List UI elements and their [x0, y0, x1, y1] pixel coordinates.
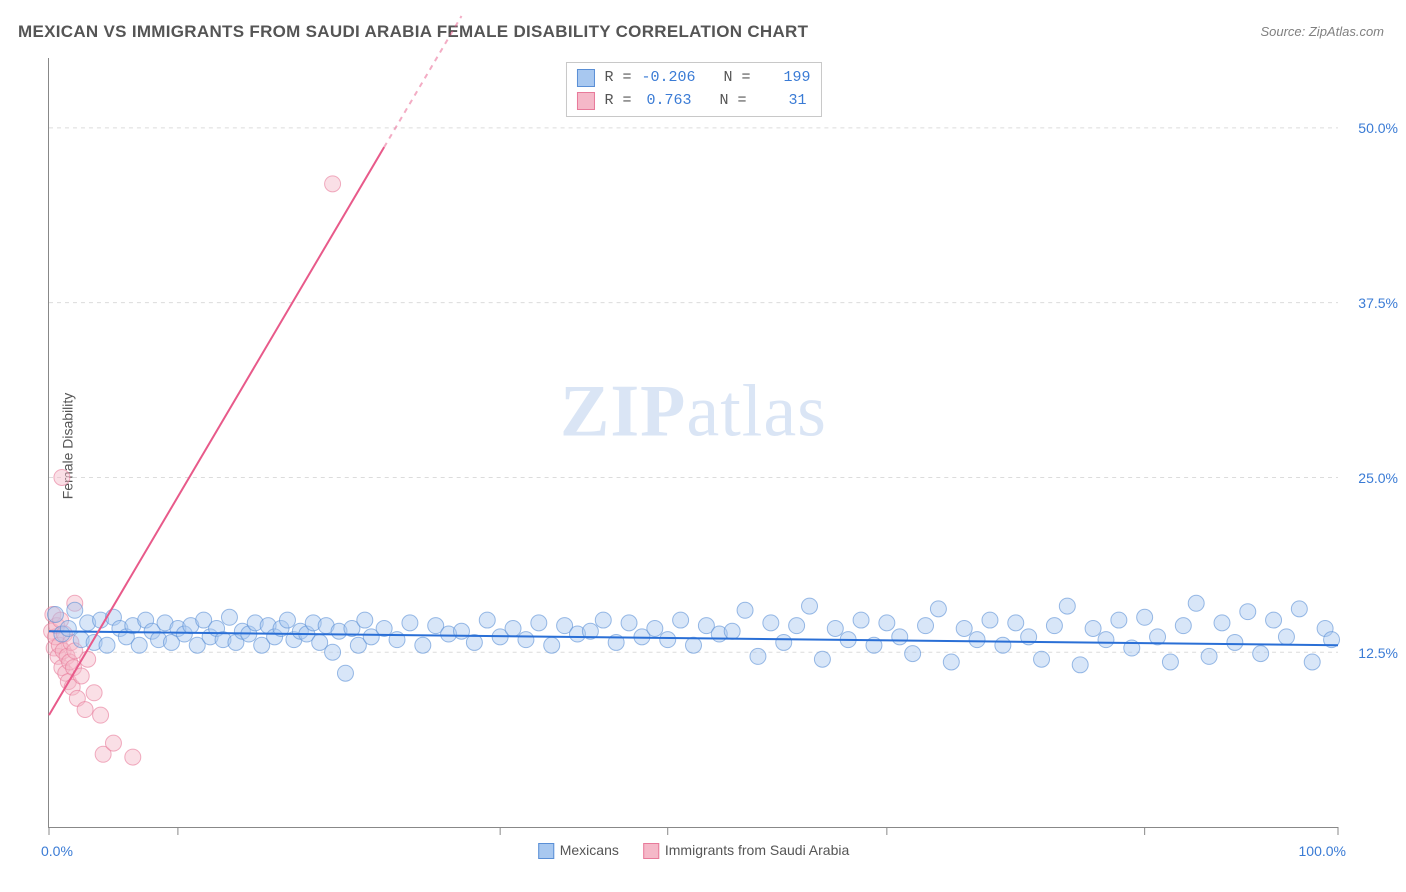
- source-attribution: Source: ZipAtlas.com: [1260, 24, 1384, 39]
- y-tick-label: 25.0%: [1348, 470, 1398, 486]
- stats-row-saudi: R =0.763 N =31: [576, 90, 810, 113]
- swatch-blue: [576, 69, 594, 87]
- y-tick-label: 50.0%: [1348, 120, 1398, 136]
- legend-item-mexicans: Mexicans: [538, 842, 619, 859]
- stats-row-mexicans: R =-0.206 N =199: [576, 67, 810, 90]
- data-layer: [49, 58, 1338, 827]
- x-axis-min-label: 0.0%: [41, 843, 73, 859]
- swatch-pink: [576, 92, 594, 110]
- legend-swatch-blue: [538, 843, 554, 859]
- legend-swatch-pink: [643, 843, 659, 859]
- plot-area: ZIPatlas 12.5%25.0%37.5%50.0% R =-0.206 …: [48, 58, 1338, 828]
- y-tick-label: 12.5%: [1348, 645, 1398, 661]
- legend-item-saudi: Immigrants from Saudi Arabia: [643, 842, 849, 859]
- chart-container: MEXICAN VS IMMIGRANTS FROM SAUDI ARABIA …: [0, 0, 1406, 892]
- chart-title: MEXICAN VS IMMIGRANTS FROM SAUDI ARABIA …: [18, 22, 808, 42]
- y-tick-label: 37.5%: [1348, 295, 1398, 311]
- x-axis-max-label: 100.0%: [1299, 843, 1346, 859]
- legend-bottom: Mexicans Immigrants from Saudi Arabia: [538, 842, 850, 859]
- correlation-stats-box: R =-0.206 N =199 R =0.763 N =31: [565, 62, 821, 117]
